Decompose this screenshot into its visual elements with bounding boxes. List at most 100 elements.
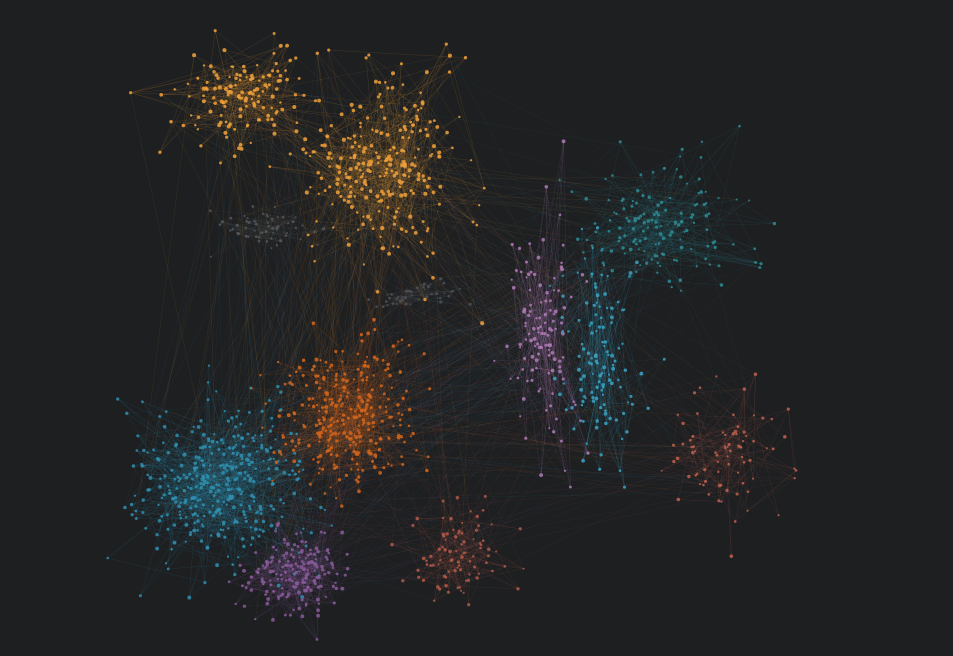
node[interactable]: [400, 296, 404, 299]
node[interactable]: [301, 224, 304, 227]
node[interactable]: [431, 251, 435, 255]
node[interactable]: [435, 124, 440, 129]
node[interactable]: [351, 108, 356, 113]
node[interactable]: [630, 204, 634, 208]
node[interactable]: [384, 81, 387, 84]
node[interactable]: [359, 135, 362, 138]
node[interactable]: [376, 161, 380, 164]
node[interactable]: [353, 141, 357, 144]
node[interactable]: [397, 207, 400, 210]
node[interactable]: [394, 210, 399, 214]
node[interactable]: [388, 296, 391, 300]
node[interactable]: [270, 247, 273, 250]
node[interactable]: [660, 200, 664, 204]
node[interactable]: [349, 156, 352, 160]
node[interactable]: [294, 129, 299, 134]
node[interactable]: [222, 48, 227, 53]
node[interactable]: [287, 222, 290, 225]
node[interactable]: [268, 165, 272, 168]
node[interactable]: [417, 175, 421, 178]
node[interactable]: [367, 53, 371, 57]
node[interactable]: [276, 225, 280, 229]
node[interactable]: [378, 175, 382, 178]
node[interactable]: [392, 173, 397, 178]
node[interactable]: [482, 186, 486, 190]
node[interactable]: [304, 151, 308, 155]
node[interactable]: [425, 133, 430, 138]
node[interactable]: [257, 236, 261, 239]
node[interactable]: [326, 155, 331, 160]
node[interactable]: [264, 229, 268, 234]
node[interactable]: [371, 227, 375, 231]
node[interactable]: [302, 93, 306, 97]
node[interactable]: [341, 137, 346, 142]
node[interactable]: [328, 185, 332, 189]
node[interactable]: [392, 146, 396, 150]
node[interactable]: [375, 305, 378, 308]
node[interactable]: [158, 150, 162, 154]
node[interactable]: [223, 104, 227, 108]
node[interactable]: [212, 70, 216, 74]
node[interactable]: [328, 165, 332, 168]
node[interactable]: [192, 53, 197, 58]
node[interactable]: [358, 168, 362, 172]
node[interactable]: [428, 120, 432, 124]
node[interactable]: [335, 164, 339, 168]
node[interactable]: [234, 84, 237, 87]
node[interactable]: [367, 298, 371, 301]
node[interactable]: [444, 42, 448, 46]
node[interactable]: [349, 204, 354, 210]
node[interactable]: [407, 136, 411, 139]
node[interactable]: [339, 194, 343, 198]
node[interactable]: [422, 282, 426, 286]
node[interactable]: [685, 228, 689, 233]
node[interactable]: [238, 143, 243, 147]
node[interactable]: [235, 223, 239, 228]
node[interactable]: [280, 239, 283, 243]
node[interactable]: [293, 93, 298, 97]
node[interactable]: [316, 171, 320, 175]
node[interactable]: [376, 155, 381, 160]
node[interactable]: [377, 80, 382, 84]
node[interactable]: [390, 169, 394, 173]
node[interactable]: [421, 285, 425, 289]
node[interactable]: [261, 90, 265, 93]
node[interactable]: [706, 244, 710, 248]
node[interactable]: [426, 285, 431, 289]
node[interactable]: [421, 220, 425, 224]
node[interactable]: [213, 86, 217, 91]
node[interactable]: [347, 175, 352, 180]
node[interactable]: [261, 75, 265, 79]
node[interactable]: [272, 51, 276, 55]
node[interactable]: [205, 80, 209, 84]
node[interactable]: [590, 244, 594, 248]
node[interactable]: [346, 237, 349, 240]
node[interactable]: [414, 156, 417, 159]
node[interactable]: [402, 149, 406, 153]
node[interactable]: [196, 76, 200, 80]
node[interactable]: [419, 91, 422, 94]
node[interactable]: [391, 192, 395, 196]
node[interactable]: [239, 147, 244, 151]
node[interactable]: [422, 178, 427, 183]
node[interactable]: [548, 284, 552, 288]
node[interactable]: [228, 84, 233, 89]
node[interactable]: [420, 107, 423, 110]
node[interactable]: [294, 226, 298, 230]
node[interactable]: [346, 136, 350, 140]
node[interactable]: [378, 92, 382, 96]
node[interactable]: [475, 223, 479, 227]
node[interactable]: [411, 294, 414, 297]
node[interactable]: [245, 220, 248, 223]
node[interactable]: [299, 238, 302, 241]
node[interactable]: [254, 223, 258, 226]
node[interactable]: [411, 123, 416, 127]
node[interactable]: [325, 135, 329, 138]
node[interactable]: [212, 96, 216, 100]
node[interactable]: [294, 56, 298, 60]
node[interactable]: [315, 220, 318, 223]
node[interactable]: [275, 243, 279, 247]
node[interactable]: [247, 91, 252, 95]
node[interactable]: [313, 99, 318, 103]
node[interactable]: [399, 227, 404, 231]
